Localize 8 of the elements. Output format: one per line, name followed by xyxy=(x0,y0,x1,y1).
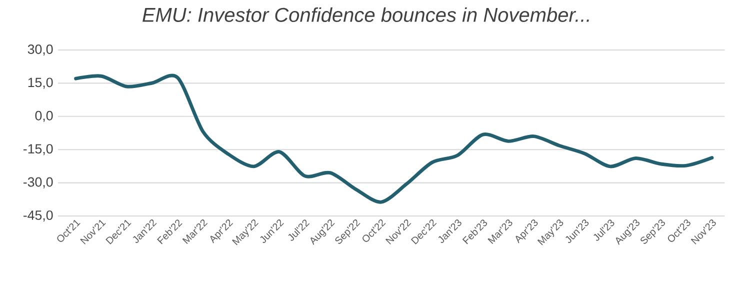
y-tick-label: -30,0 xyxy=(23,177,53,188)
y-tick-label: 30,0 xyxy=(28,44,53,56)
chart-title: EMU: Investor Confidence bounces in November... xyxy=(142,7,589,22)
y-tick-label: 0,0 xyxy=(35,110,53,122)
line-series xyxy=(74,74,714,204)
y-tick-label: 15,0 xyxy=(28,78,53,89)
y-tick-label: -15,0 xyxy=(23,144,53,156)
y-tick-label: -45,0 xyxy=(23,210,53,222)
